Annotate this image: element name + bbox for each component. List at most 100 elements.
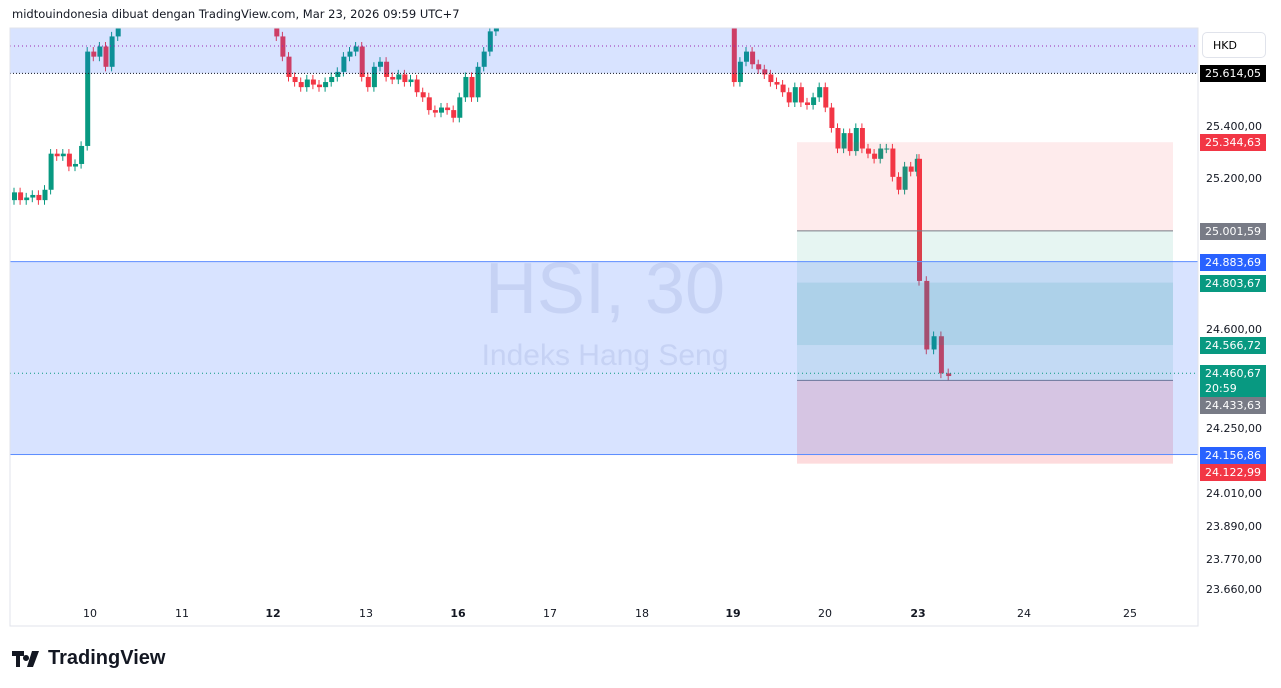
brand-name: TradingView [48, 647, 166, 669]
price-label: 24.566,72 [1200, 337, 1266, 355]
plot-area: HSI, 30 Indeks Hang Seng [10, 9, 1198, 464]
candle [390, 72, 396, 85]
candle-body [171, 14, 176, 15]
candle-body [24, 197, 30, 201]
candle-body [250, 14, 255, 15]
candle [946, 368, 952, 381]
candle [653, 9, 658, 18]
candle [262, 9, 267, 18]
candle-body [762, 69, 768, 75]
candle [598, 9, 603, 18]
candle [531, 9, 536, 18]
candle [310, 74, 316, 90]
candle [689, 9, 694, 18]
candle-body [91, 51, 97, 57]
candle [579, 9, 584, 18]
candle [402, 69, 408, 87]
candle-body [256, 14, 261, 15]
price-label-value: 25.614,05 [1205, 67, 1261, 81]
candle [274, 28, 280, 41]
candle [432, 105, 438, 118]
candle-body [475, 66, 481, 98]
candle [908, 161, 914, 177]
candle [426, 92, 432, 115]
candle-body [298, 82, 304, 88]
candle [213, 9, 218, 18]
candle-body [286, 56, 292, 77]
candle-body [524, 14, 529, 15]
candle-body [671, 14, 676, 15]
candle-body [908, 166, 914, 172]
price-tick: 25.200,00 [1206, 172, 1262, 186]
candle-body [689, 14, 694, 15]
candle-body [634, 14, 639, 15]
candle-body [537, 14, 542, 15]
price-tick: 23.770,00 [1206, 552, 1262, 566]
candle [859, 123, 865, 154]
candle-body [30, 194, 36, 198]
candle [902, 161, 908, 195]
position-target-zone [797, 230, 1173, 381]
candle-body [365, 76, 371, 88]
candle [841, 128, 847, 154]
candle-body [628, 14, 633, 15]
candle-body [54, 153, 60, 157]
candle-body [701, 14, 706, 15]
candle-body [207, 14, 212, 15]
candle-body [195, 14, 200, 15]
candle [628, 9, 633, 18]
candle [304, 74, 310, 92]
candle [207, 9, 212, 18]
candle [707, 9, 712, 18]
candle-body [232, 14, 237, 15]
candle [604, 9, 609, 18]
candle [555, 9, 560, 18]
candle-body [774, 82, 780, 85]
candle [347, 47, 353, 62]
candle [128, 14, 133, 23]
candle [177, 9, 182, 18]
candle [195, 9, 200, 18]
candle-body [665, 14, 670, 15]
candle [634, 9, 639, 18]
candle [646, 9, 651, 18]
candle [244, 9, 249, 18]
candle [872, 149, 878, 164]
candle [573, 9, 578, 18]
candle-body [280, 36, 286, 57]
candle-body [420, 92, 426, 98]
candle [396, 69, 402, 85]
candle-body [938, 336, 944, 374]
candle [226, 9, 231, 18]
candle [506, 9, 511, 23]
candle [561, 9, 566, 18]
candle-body [610, 14, 615, 15]
attribution-header: midtouindonesia dibuat dengan TradingVie… [12, 7, 460, 21]
candle [469, 72, 475, 102]
candle-body [426, 97, 432, 111]
candle [847, 128, 853, 156]
time-tick: 13 [359, 607, 373, 620]
candle [774, 77, 780, 90]
time-tick: 10 [83, 607, 97, 620]
resistance-zone [10, 28, 1198, 74]
candle [250, 9, 255, 18]
price-tick: 24.010,00 [1206, 487, 1262, 501]
candle [335, 67, 341, 82]
candle [18, 187, 24, 205]
time-tick: 16 [450, 607, 466, 620]
candle-body [592, 14, 597, 15]
candle-body [695, 14, 700, 15]
candle [817, 82, 823, 102]
candle [414, 74, 420, 97]
tradingview-logo[interactable]: TradingView [12, 647, 165, 670]
watermark-name: Indeks Hang Seng [482, 339, 729, 372]
candle [451, 105, 457, 123]
candle [798, 82, 804, 108]
currency-button[interactable]: HKD [1202, 32, 1266, 58]
candle-body [371, 66, 377, 88]
candle-body [219, 14, 224, 15]
candle [463, 72, 469, 102]
candle-body [457, 97, 463, 118]
